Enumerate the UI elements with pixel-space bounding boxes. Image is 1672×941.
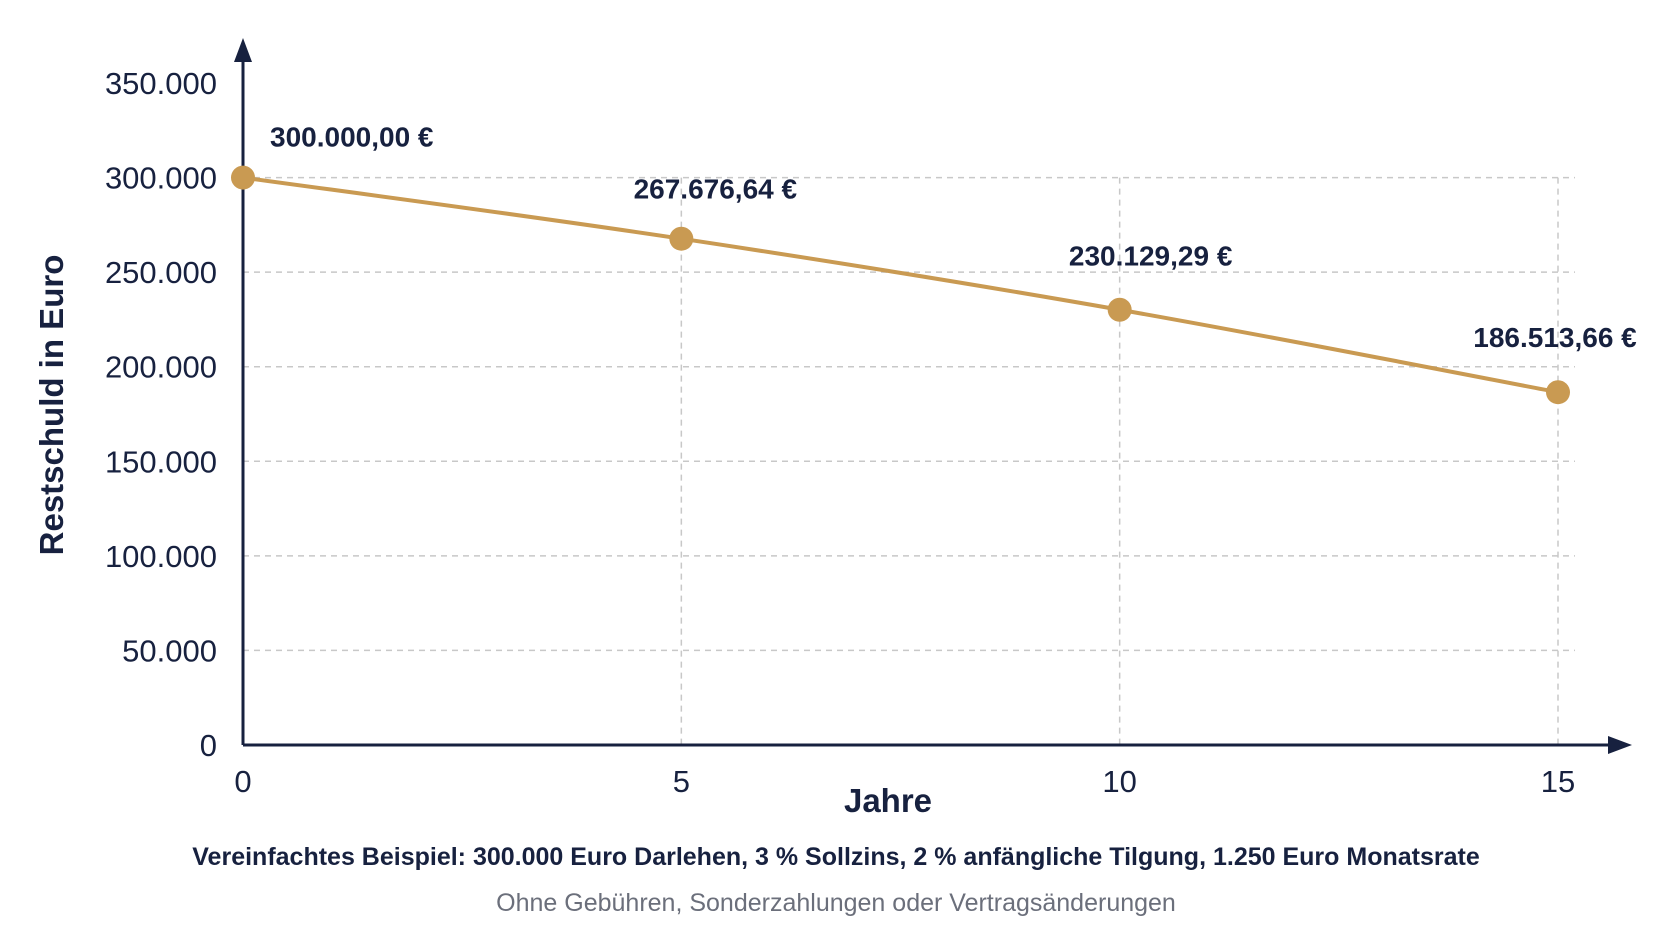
y-axis-arrow xyxy=(234,38,252,62)
y-tick-label: 200.000 xyxy=(105,350,217,385)
x-tick-label: 0 xyxy=(234,764,251,799)
y-tick-label: 100.000 xyxy=(105,539,217,574)
data-point xyxy=(669,226,694,251)
data-labels: 300.000,00 € 267.676,64 € 230.129,29 € 186.… xyxy=(270,122,1637,354)
y-tick-label: 50.000 xyxy=(122,633,217,668)
data-label: 267.676,64 € xyxy=(634,174,798,205)
y-tick-label: 0 xyxy=(200,728,217,763)
y-axis-title: Restschuld in Euro xyxy=(33,255,70,556)
data-label: 230.129,29 € xyxy=(1069,241,1233,272)
chart-subcaption: Ohne Gebühren, Sonderzahlungen oder Vert… xyxy=(496,889,1176,917)
y-tick-label: 350.000 xyxy=(105,66,217,101)
grid-lines xyxy=(243,176,1575,745)
data-point xyxy=(231,165,255,190)
series-restschuld xyxy=(231,165,1570,405)
data-label: 186.513,66 € xyxy=(1473,322,1637,353)
y-tick-label: 250.000 xyxy=(105,255,217,290)
series-line xyxy=(241,175,1560,395)
x-tick-label: 5 xyxy=(673,764,690,799)
x-axis-title: Jahre xyxy=(844,782,932,819)
axes xyxy=(234,38,1632,754)
x-tick-label: 10 xyxy=(1102,764,1136,799)
x-axis-arrow xyxy=(1608,736,1632,754)
data-point xyxy=(1107,297,1132,322)
data-point xyxy=(1546,380,1570,405)
x-tick-labels: 0 5 10 15 xyxy=(234,764,1575,799)
data-label: 300.000,00 € xyxy=(270,122,434,153)
y-tick-labels: 0 50.000 100.000 150.000 200.000 250.000 300.0… xyxy=(105,66,217,763)
y-tick-label: 300.000 xyxy=(105,161,217,196)
chart-caption: Vereinfachtes Beispiel: 300.000 Euro Dar… xyxy=(192,843,1480,871)
x-tick-label: 15 xyxy=(1541,764,1575,799)
y-tick-label: 150.000 xyxy=(105,444,217,479)
